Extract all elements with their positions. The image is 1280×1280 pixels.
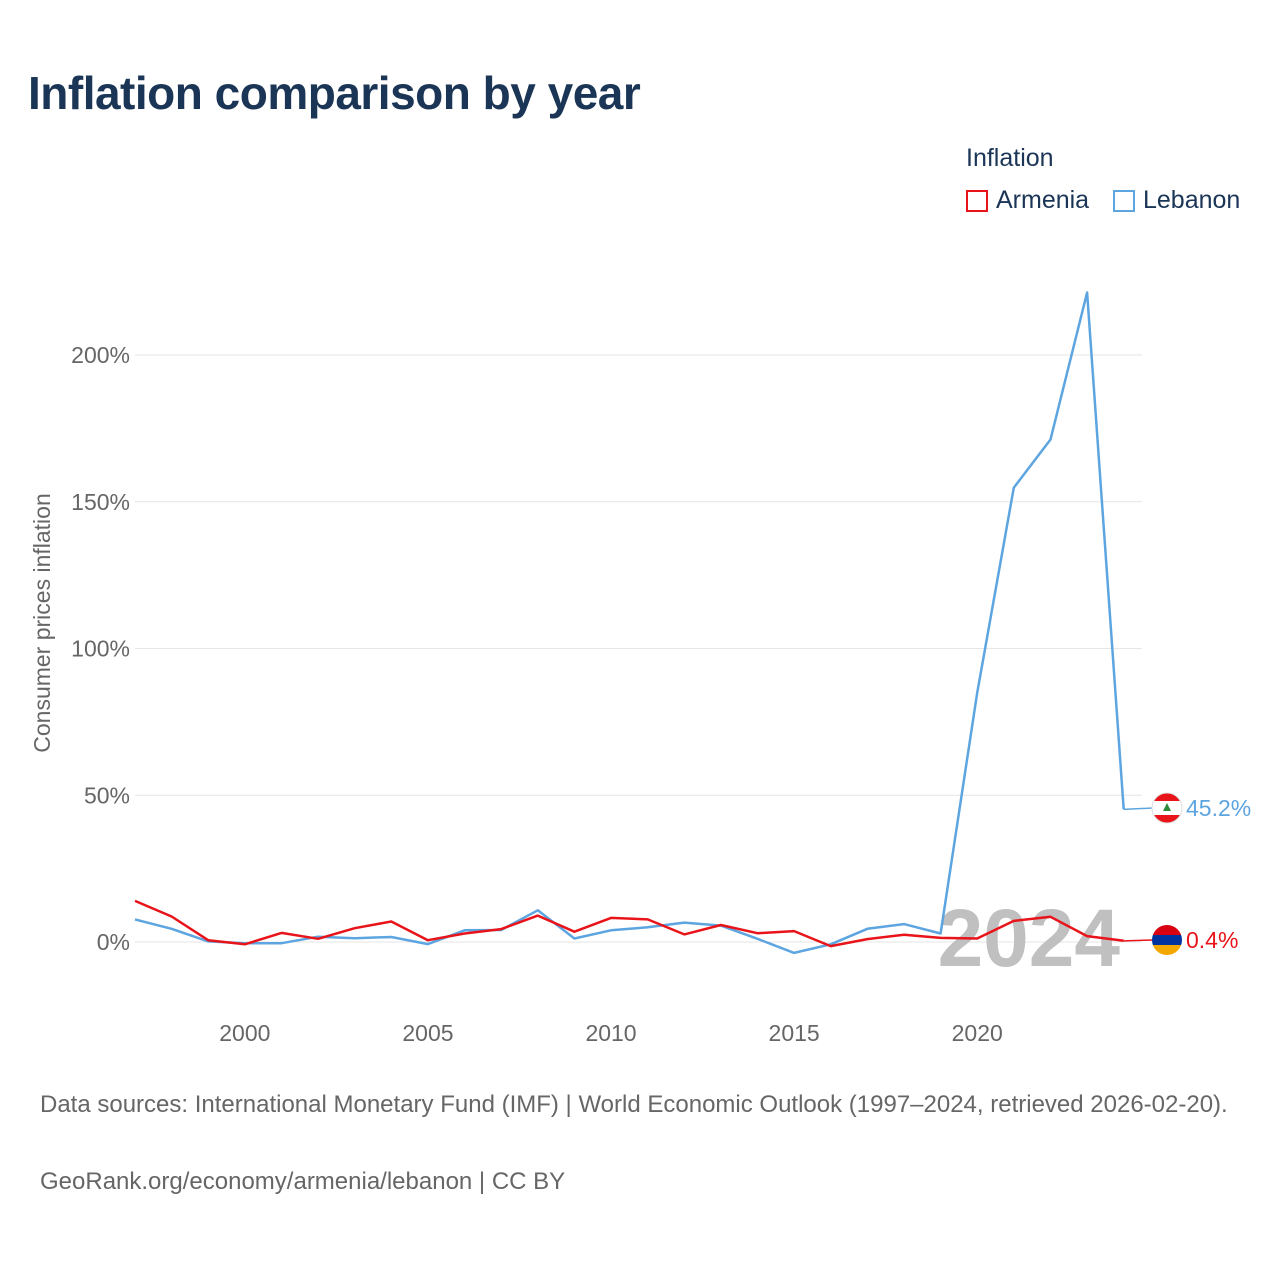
- chart-title: Inflation comparison by year: [28, 67, 641, 119]
- series-line-armenia: [134, 899, 1124, 948]
- footer-credit[interactable]: GeoRank.org/economy/armenia/lebanon | CC…: [40, 1168, 566, 1195]
- y-axis-ticks: 0% 50% 100% 150% 200%: [71, 342, 130, 955]
- series-line-lebanon: [134, 291, 1125, 955]
- y-tick-label: 50%: [84, 782, 130, 808]
- x-axis-ticks: 2000 2005 2010 2015 2020: [219, 1020, 1003, 1046]
- x-tick-label: 2010: [585, 1020, 636, 1046]
- x-tick-label: 2000: [219, 1020, 270, 1046]
- y-axis-label: Consumer prices inflation: [29, 493, 55, 753]
- end-label-armenia: 0.4%: [1186, 927, 1238, 953]
- y-tick-label: 200%: [71, 342, 130, 368]
- connector-armenia: [1123, 939, 1154, 942]
- legend-item-armenia[interactable]: Armenia: [966, 186, 1089, 215]
- x-tick-label: 2005: [402, 1020, 453, 1046]
- connector-lebanon: [1123, 807, 1154, 811]
- x-tick-label: 2020: [952, 1020, 1003, 1046]
- legend-item-lebanon[interactable]: Lebanon: [1113, 186, 1240, 215]
- x-tick-label: 2015: [769, 1020, 820, 1046]
- legend-swatch-lebanon: [1113, 189, 1135, 212]
- end-markers: 45.2% 0.4%: [1123, 792, 1251, 955]
- series-lines: [134, 291, 1125, 955]
- legend-label-armenia: Armenia: [996, 186, 1090, 214]
- y-tick-label: 100%: [71, 636, 130, 662]
- y-tick-label: 0%: [97, 929, 130, 955]
- gridlines: [135, 354, 1142, 943]
- legend-title: Inflation: [966, 144, 1054, 172]
- end-label-lebanon: 45.2%: [1186, 795, 1251, 821]
- y-tick-label: 150%: [71, 489, 130, 515]
- lebanon-flag-icon: [1151, 792, 1183, 824]
- footer-sources: Data sources: International Monetary Fun…: [40, 1091, 1228, 1118]
- legend-label-lebanon: Lebanon: [1143, 186, 1241, 214]
- armenia-flag-icon: [1152, 925, 1182, 955]
- legend-swatch-armenia: [966, 189, 988, 212]
